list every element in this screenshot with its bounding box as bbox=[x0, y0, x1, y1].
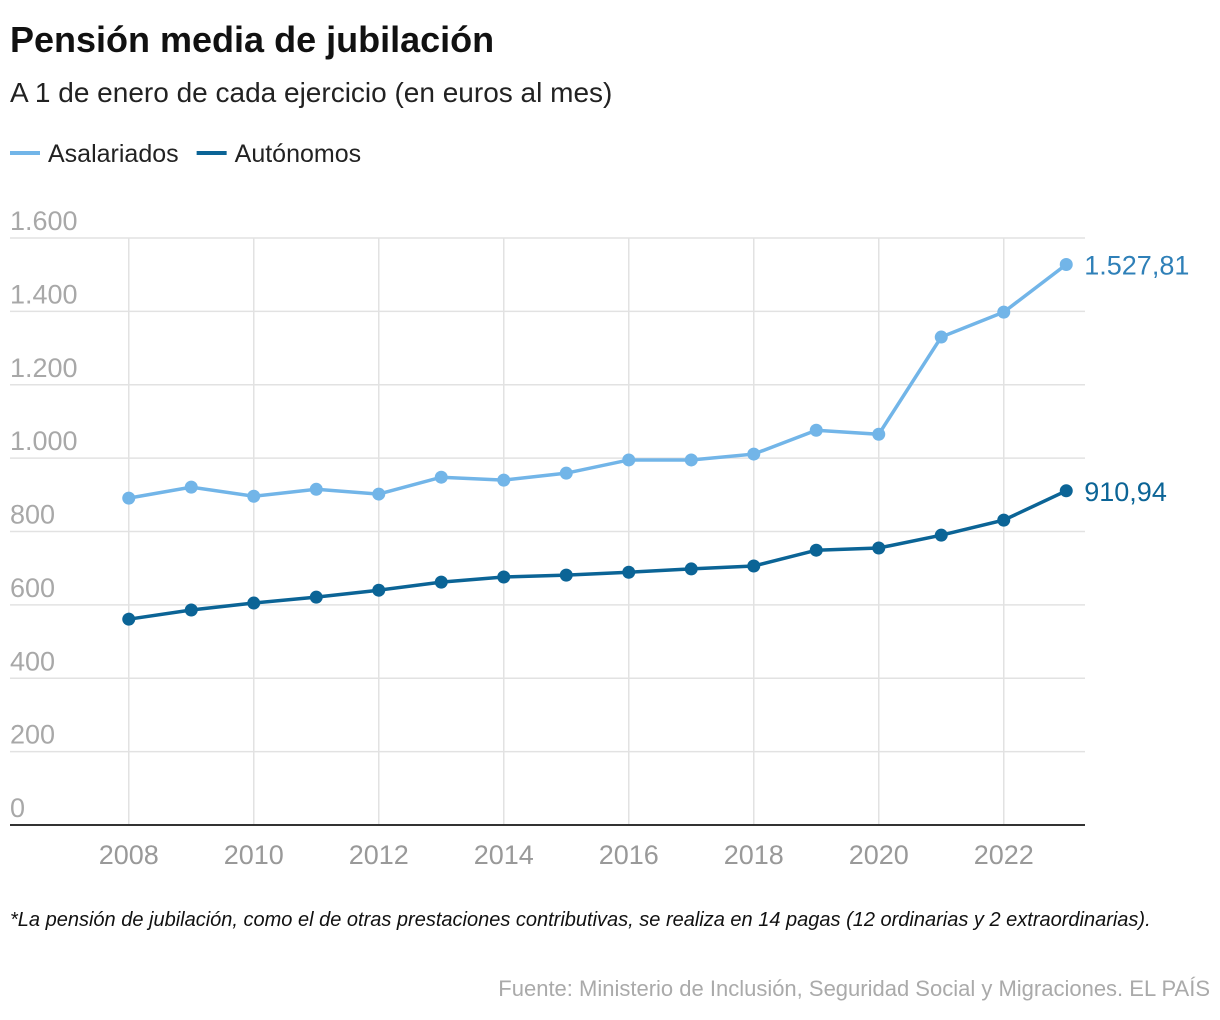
y-tick-label: 1.200 bbox=[10, 353, 78, 383]
data-point bbox=[1059, 257, 1073, 271]
y-tick-label: 1.400 bbox=[10, 279, 78, 309]
series-line bbox=[128, 263, 1068, 500]
data-point bbox=[747, 559, 761, 573]
data-point bbox=[247, 596, 261, 610]
y-tick-label: 1.000 bbox=[10, 426, 78, 456]
x-tick-label: 2018 bbox=[724, 840, 784, 870]
data-point bbox=[872, 541, 886, 555]
y-tick-label: 0 bbox=[10, 793, 25, 823]
data-point bbox=[809, 543, 823, 557]
data-point bbox=[309, 482, 323, 496]
source: Fuente: Ministerio de Inclusión, Segurid… bbox=[498, 976, 1210, 1001]
chart-title: Pensión media de jubilación bbox=[10, 19, 494, 60]
legend-label: Autónomos bbox=[235, 140, 361, 168]
x-tick-label: 2016 bbox=[599, 840, 659, 870]
data-point bbox=[434, 575, 448, 589]
data-label: 910,94 bbox=[1084, 477, 1167, 507]
x-tick-label: 2012 bbox=[349, 840, 409, 870]
series-line bbox=[128, 489, 1067, 621]
data-point bbox=[622, 565, 636, 579]
x-tick-label: 2014 bbox=[474, 840, 534, 870]
data-label: 1.527,81 bbox=[1084, 250, 1189, 280]
data-point bbox=[184, 603, 198, 617]
data-point bbox=[997, 305, 1011, 319]
data-point bbox=[934, 528, 948, 542]
x-tick-label: 2020 bbox=[849, 840, 909, 870]
data-point bbox=[559, 568, 573, 582]
y-tick-label: 1.600 bbox=[10, 206, 78, 236]
y-tick-label: 200 bbox=[10, 720, 55, 750]
x-tick-label: 2008 bbox=[99, 840, 159, 870]
data-point bbox=[934, 330, 948, 344]
y-tick-label: 600 bbox=[10, 573, 55, 603]
data-point bbox=[122, 491, 136, 505]
data-point bbox=[184, 480, 198, 494]
data-point bbox=[122, 612, 136, 626]
data-point bbox=[747, 447, 761, 461]
data-point bbox=[247, 489, 261, 503]
data-point bbox=[622, 453, 636, 467]
x-tick-label: 2022 bbox=[974, 840, 1034, 870]
data-point bbox=[997, 513, 1011, 527]
legend-label: Asalariados bbox=[48, 140, 179, 168]
data-point bbox=[372, 487, 386, 501]
footnote: *La pensión de jubilación, como el de ot… bbox=[10, 909, 1151, 931]
data-point bbox=[684, 562, 698, 576]
x-tick-label: 2010 bbox=[224, 840, 284, 870]
data-point bbox=[559, 466, 573, 480]
data-point bbox=[497, 570, 511, 584]
y-tick-label: 800 bbox=[10, 500, 55, 530]
data-point bbox=[872, 427, 886, 441]
data-point bbox=[497, 473, 511, 487]
data-point bbox=[434, 470, 448, 484]
data-point bbox=[809, 423, 823, 437]
y-tick-label: 400 bbox=[10, 646, 55, 676]
data-point bbox=[684, 453, 698, 467]
data-point bbox=[309, 590, 323, 604]
data-point bbox=[372, 583, 386, 597]
chart: Pensión media de jubilación A 1 de enero… bbox=[10, 19, 1189, 870]
chart-subtitle: A 1 de enero de cada ejercicio (en euros… bbox=[10, 77, 612, 108]
data-point bbox=[1059, 484, 1073, 498]
